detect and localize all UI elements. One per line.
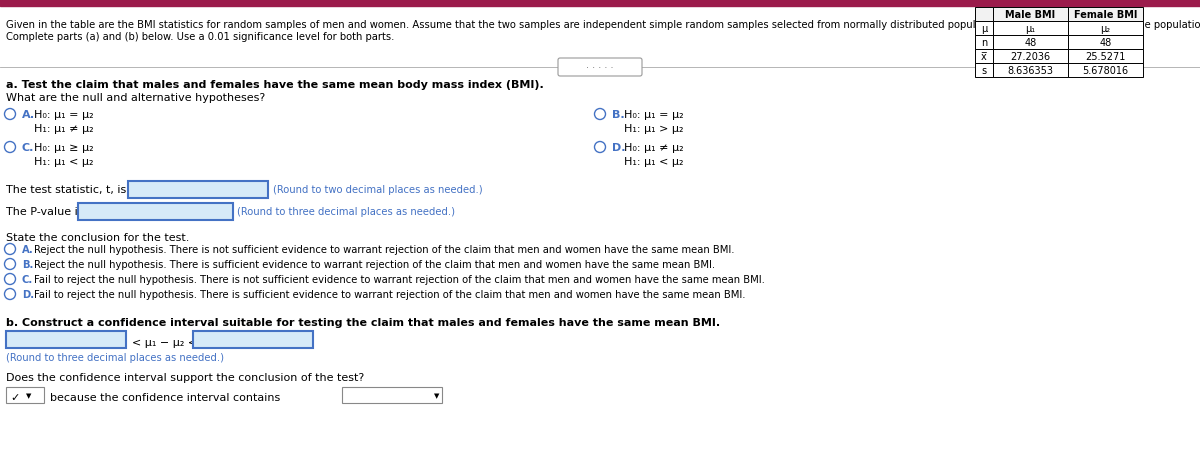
Text: Given in the table are the BMI statistics for random samples of men and women. A: Given in the table are the BMI statistic… bbox=[6, 20, 1200, 30]
Circle shape bbox=[594, 109, 606, 120]
Text: · · · · ·: · · · · · bbox=[587, 63, 613, 73]
Text: Complete parts (a) and (b) below. Use a 0.01 significance level for both parts.: Complete parts (a) and (b) below. Use a … bbox=[6, 32, 395, 42]
FancyBboxPatch shape bbox=[128, 182, 268, 199]
Text: H₀: μ₁ = μ₂: H₀: μ₁ = μ₂ bbox=[624, 110, 684, 120]
Text: Reject the null hypothesis. There is not sufficient evidence to warrant rejectio: Reject the null hypothesis. There is not… bbox=[34, 245, 734, 254]
Circle shape bbox=[594, 142, 606, 153]
Bar bbox=[1068, 50, 1142, 64]
Bar bbox=[994, 36, 1068, 50]
Text: (Round to three decimal places as needed.): (Round to three decimal places as needed… bbox=[6, 352, 224, 362]
Text: H₁: μ₁ ≠ μ₂: H₁: μ₁ ≠ μ₂ bbox=[34, 124, 94, 134]
Text: because the confidence interval contains: because the confidence interval contains bbox=[50, 392, 281, 402]
Text: C.: C. bbox=[22, 143, 35, 153]
Bar bbox=[974, 64, 994, 78]
Text: C.: C. bbox=[22, 274, 34, 285]
Text: B.: B. bbox=[612, 110, 625, 120]
Bar bbox=[994, 50, 1068, 64]
Circle shape bbox=[5, 259, 16, 270]
Text: Fail to reject the null hypothesis. There is sufficient evidence to warrant reje: Fail to reject the null hypothesis. Ther… bbox=[34, 289, 745, 299]
Text: 5.678016: 5.678016 bbox=[1082, 66, 1128, 76]
Text: μ: μ bbox=[980, 24, 988, 34]
Text: x̅: x̅ bbox=[982, 52, 986, 62]
Text: H₀: μ₁ ≠ μ₂: H₀: μ₁ ≠ μ₂ bbox=[624, 143, 684, 153]
Bar bbox=[1068, 22, 1142, 36]
Bar bbox=[994, 8, 1068, 22]
Text: H₁: μ₁ < μ₂: H₁: μ₁ < μ₂ bbox=[624, 157, 684, 167]
Text: s: s bbox=[982, 66, 986, 76]
Text: A.: A. bbox=[22, 110, 35, 120]
Text: ▼: ▼ bbox=[434, 392, 439, 398]
Text: Reject the null hypothesis. There is sufficient evidence to warrant rejection of: Reject the null hypothesis. There is suf… bbox=[34, 259, 715, 269]
FancyBboxPatch shape bbox=[6, 387, 44, 403]
Bar bbox=[994, 22, 1068, 36]
FancyBboxPatch shape bbox=[342, 387, 442, 403]
Text: A.: A. bbox=[22, 245, 34, 254]
Text: (Round to two decimal places as needed.): (Round to two decimal places as needed.) bbox=[274, 185, 482, 195]
Text: Male BMI: Male BMI bbox=[1006, 10, 1056, 20]
Bar bbox=[974, 50, 994, 64]
Circle shape bbox=[5, 289, 16, 300]
Circle shape bbox=[5, 109, 16, 120]
Text: B.: B. bbox=[22, 259, 34, 269]
FancyBboxPatch shape bbox=[558, 59, 642, 77]
Text: μ₂: μ₂ bbox=[1100, 24, 1110, 34]
Circle shape bbox=[5, 142, 16, 153]
Bar bbox=[0, 0, 1200, 7]
Text: 48: 48 bbox=[1099, 38, 1111, 48]
Text: Female BMI: Female BMI bbox=[1074, 10, 1138, 20]
Text: < μ₁ − μ₂ <: < μ₁ − μ₂ < bbox=[132, 337, 197, 347]
Text: 27.2036: 27.2036 bbox=[1010, 52, 1050, 62]
Text: H₁: μ₁ > μ₂: H₁: μ₁ > μ₂ bbox=[624, 124, 684, 134]
Text: ▼: ▼ bbox=[26, 392, 31, 398]
Text: b. Construct a confidence interval suitable for testing the claim that males and: b. Construct a confidence interval suita… bbox=[6, 317, 720, 327]
FancyBboxPatch shape bbox=[78, 203, 233, 220]
FancyBboxPatch shape bbox=[193, 331, 313, 348]
Text: μ₁: μ₁ bbox=[1026, 24, 1036, 34]
Text: H₀: μ₁ ≥ μ₂: H₀: μ₁ ≥ μ₂ bbox=[34, 143, 94, 153]
Bar bbox=[974, 8, 994, 22]
Text: 8.636353: 8.636353 bbox=[1008, 66, 1054, 76]
Text: ✓: ✓ bbox=[10, 392, 19, 402]
Text: D.: D. bbox=[612, 143, 625, 153]
Circle shape bbox=[5, 274, 16, 285]
Text: a. Test the claim that males and females have the same mean body mass index (BMI: a. Test the claim that males and females… bbox=[6, 80, 544, 90]
Bar bbox=[974, 36, 994, 50]
Text: 25.5271: 25.5271 bbox=[1085, 52, 1126, 62]
Text: D.: D. bbox=[22, 289, 34, 299]
Bar bbox=[1068, 36, 1142, 50]
Text: State the conclusion for the test.: State the conclusion for the test. bbox=[6, 233, 190, 242]
Text: H₁: μ₁ < μ₂: H₁: μ₁ < μ₂ bbox=[34, 157, 94, 167]
Bar bbox=[974, 22, 994, 36]
Text: Fail to reject the null hypothesis. There is not sufficient evidence to warrant : Fail to reject the null hypothesis. Ther… bbox=[34, 274, 764, 285]
Text: The test statistic, t, is: The test statistic, t, is bbox=[6, 185, 126, 195]
Text: (Round to three decimal places as needed.): (Round to three decimal places as needed… bbox=[238, 207, 455, 217]
Text: Does the confidence interval support the conclusion of the test?: Does the confidence interval support the… bbox=[6, 372, 365, 382]
Bar bbox=[1068, 8, 1142, 22]
Text: What are the null and alternative hypotheses?: What are the null and alternative hypoth… bbox=[6, 93, 265, 103]
Bar bbox=[994, 64, 1068, 78]
Text: 48: 48 bbox=[1025, 38, 1037, 48]
FancyBboxPatch shape bbox=[6, 331, 126, 348]
Bar bbox=[1068, 64, 1142, 78]
Text: n: n bbox=[980, 38, 988, 48]
Text: The P-value is: The P-value is bbox=[6, 207, 84, 217]
Circle shape bbox=[5, 244, 16, 255]
Text: H₀: μ₁ = μ₂: H₀: μ₁ = μ₂ bbox=[34, 110, 94, 120]
